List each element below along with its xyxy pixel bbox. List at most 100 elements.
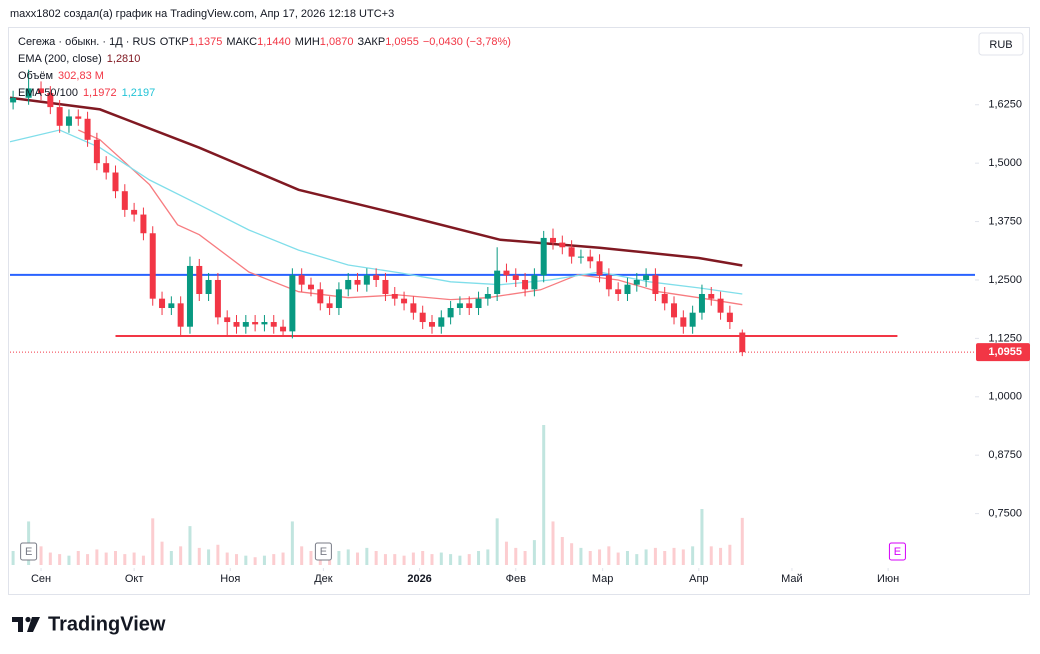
currency[interactable]: RUB: [989, 39, 1012, 51]
y-tick-label: 0,8750: [988, 449, 1022, 461]
volume-bar: [740, 517, 744, 565]
legend-item: 1,0870: [320, 36, 354, 48]
volume-bar: [486, 549, 490, 565]
legend-item: ЗАКР: [357, 36, 385, 48]
event-label[interactable]: E: [25, 546, 32, 558]
x-tick-label: Мар: [592, 573, 614, 585]
candle-body: [484, 293, 491, 299]
legend-item: 1,2197: [122, 87, 156, 99]
volume-bar: [104, 552, 108, 565]
volume-bar: [179, 546, 183, 565]
candle-body: [708, 293, 715, 299]
candle-body: [65, 116, 72, 126]
candle-body: [726, 312, 733, 323]
volume-bar: [188, 526, 192, 565]
currency-box[interactable]: [978, 32, 1024, 56]
y-tick-label: 1,2500: [988, 274, 1022, 286]
candle-body: [522, 279, 529, 290]
volume-bar: [393, 554, 397, 565]
candle-body: [550, 237, 557, 243]
event-label[interactable]: E: [894, 546, 901, 558]
candle-body: [25, 88, 32, 98]
legend-line: Объём 302,83 M: [18, 70, 104, 82]
candle-body: [633, 279, 640, 285]
volume-bar: [495, 518, 499, 565]
volume-bar: [421, 551, 425, 565]
candle-body: [624, 284, 631, 294]
ema-line: [9, 96, 743, 267]
candle-body: [10, 97, 17, 103]
logo-icon: [12, 616, 40, 632]
legend-line: Сегежа · обыкн. · 1Д · RUS ОТКР1,1375 МАКС…: [18, 36, 511, 48]
legend-item: Объём: [18, 70, 53, 82]
volume-bar: [579, 547, 583, 565]
candle-body: [447, 308, 454, 318]
candle-body: [559, 242, 566, 248]
volume-bar: [67, 555, 71, 565]
candle-body: [121, 191, 128, 210]
legend-item: 1,1440: [257, 36, 291, 48]
candle-body: [475, 298, 482, 309]
candle-body: [326, 303, 333, 309]
volume-bar: [691, 546, 695, 565]
volume-bar: [663, 551, 667, 565]
volume-bar: [570, 543, 574, 565]
volume-bar: [86, 554, 90, 565]
event-label[interactable]: E: [320, 546, 327, 558]
candle-body: [568, 247, 575, 257]
legend-item: 1,0955: [385, 36, 419, 48]
candle-body: [196, 265, 203, 294]
legend-item: 302,83 M: [58, 70, 104, 82]
x-tick-label: Сен: [31, 573, 51, 585]
candle-body: [270, 322, 277, 327]
candle-body: [428, 322, 435, 327]
legend-item: Сегежа · обыкн. · 1Д · RUS: [18, 36, 156, 48]
candle-body: [652, 275, 659, 294]
candle-body: [698, 293, 705, 313]
candle-body: [419, 312, 426, 323]
logo-text: TradingView: [48, 613, 166, 635]
candle-body: [56, 107, 63, 126]
volume-bar: [504, 541, 508, 565]
candle-body: [531, 275, 538, 290]
volume-bar: [356, 552, 360, 565]
candle-body: [84, 118, 91, 140]
volume-bar: [728, 544, 732, 565]
y-tick-label: 0,7500: [988, 508, 1022, 520]
volume-bar: [225, 552, 229, 565]
event-marker[interactable]: [888, 542, 906, 561]
volume-bar: [542, 425, 546, 565]
candle-body: [363, 275, 370, 285]
volume-bar: [653, 547, 657, 565]
candle-body: [103, 163, 110, 173]
volume-bar: [672, 547, 676, 565]
legend-item: EMA (200, close): [18, 53, 102, 65]
volume-bar: [207, 549, 211, 565]
candle-body: [205, 279, 212, 294]
volume-bar: [281, 552, 285, 565]
volume-bar: [374, 551, 378, 565]
x-tick-label: Фев: [506, 573, 526, 585]
event-marker[interactable]: [20, 542, 38, 561]
x-tick-label: Дек: [314, 573, 333, 585]
x-tick-label: Ноя: [220, 573, 240, 585]
volume-bar: [709, 546, 713, 565]
volume-bar: [477, 551, 481, 565]
candle-body: [456, 303, 463, 309]
ema-line: [78, 129, 743, 306]
volume-bar: [430, 554, 434, 565]
volume-bar: [197, 547, 201, 565]
volume-bar: [551, 521, 555, 565]
y-tick-label: 1,3750: [988, 215, 1022, 227]
volume-bar: [141, 555, 145, 565]
candle-body: [168, 303, 175, 309]
candle-body: [596, 261, 603, 276]
candle-body: [307, 284, 314, 290]
volume-bar: [300, 546, 304, 565]
candle-body: [410, 303, 417, 313]
volume-bar: [588, 551, 592, 565]
event-marker[interactable]: [314, 542, 332, 561]
legend-item: 1,1375: [189, 36, 223, 48]
legend-item: МИН: [295, 36, 320, 48]
